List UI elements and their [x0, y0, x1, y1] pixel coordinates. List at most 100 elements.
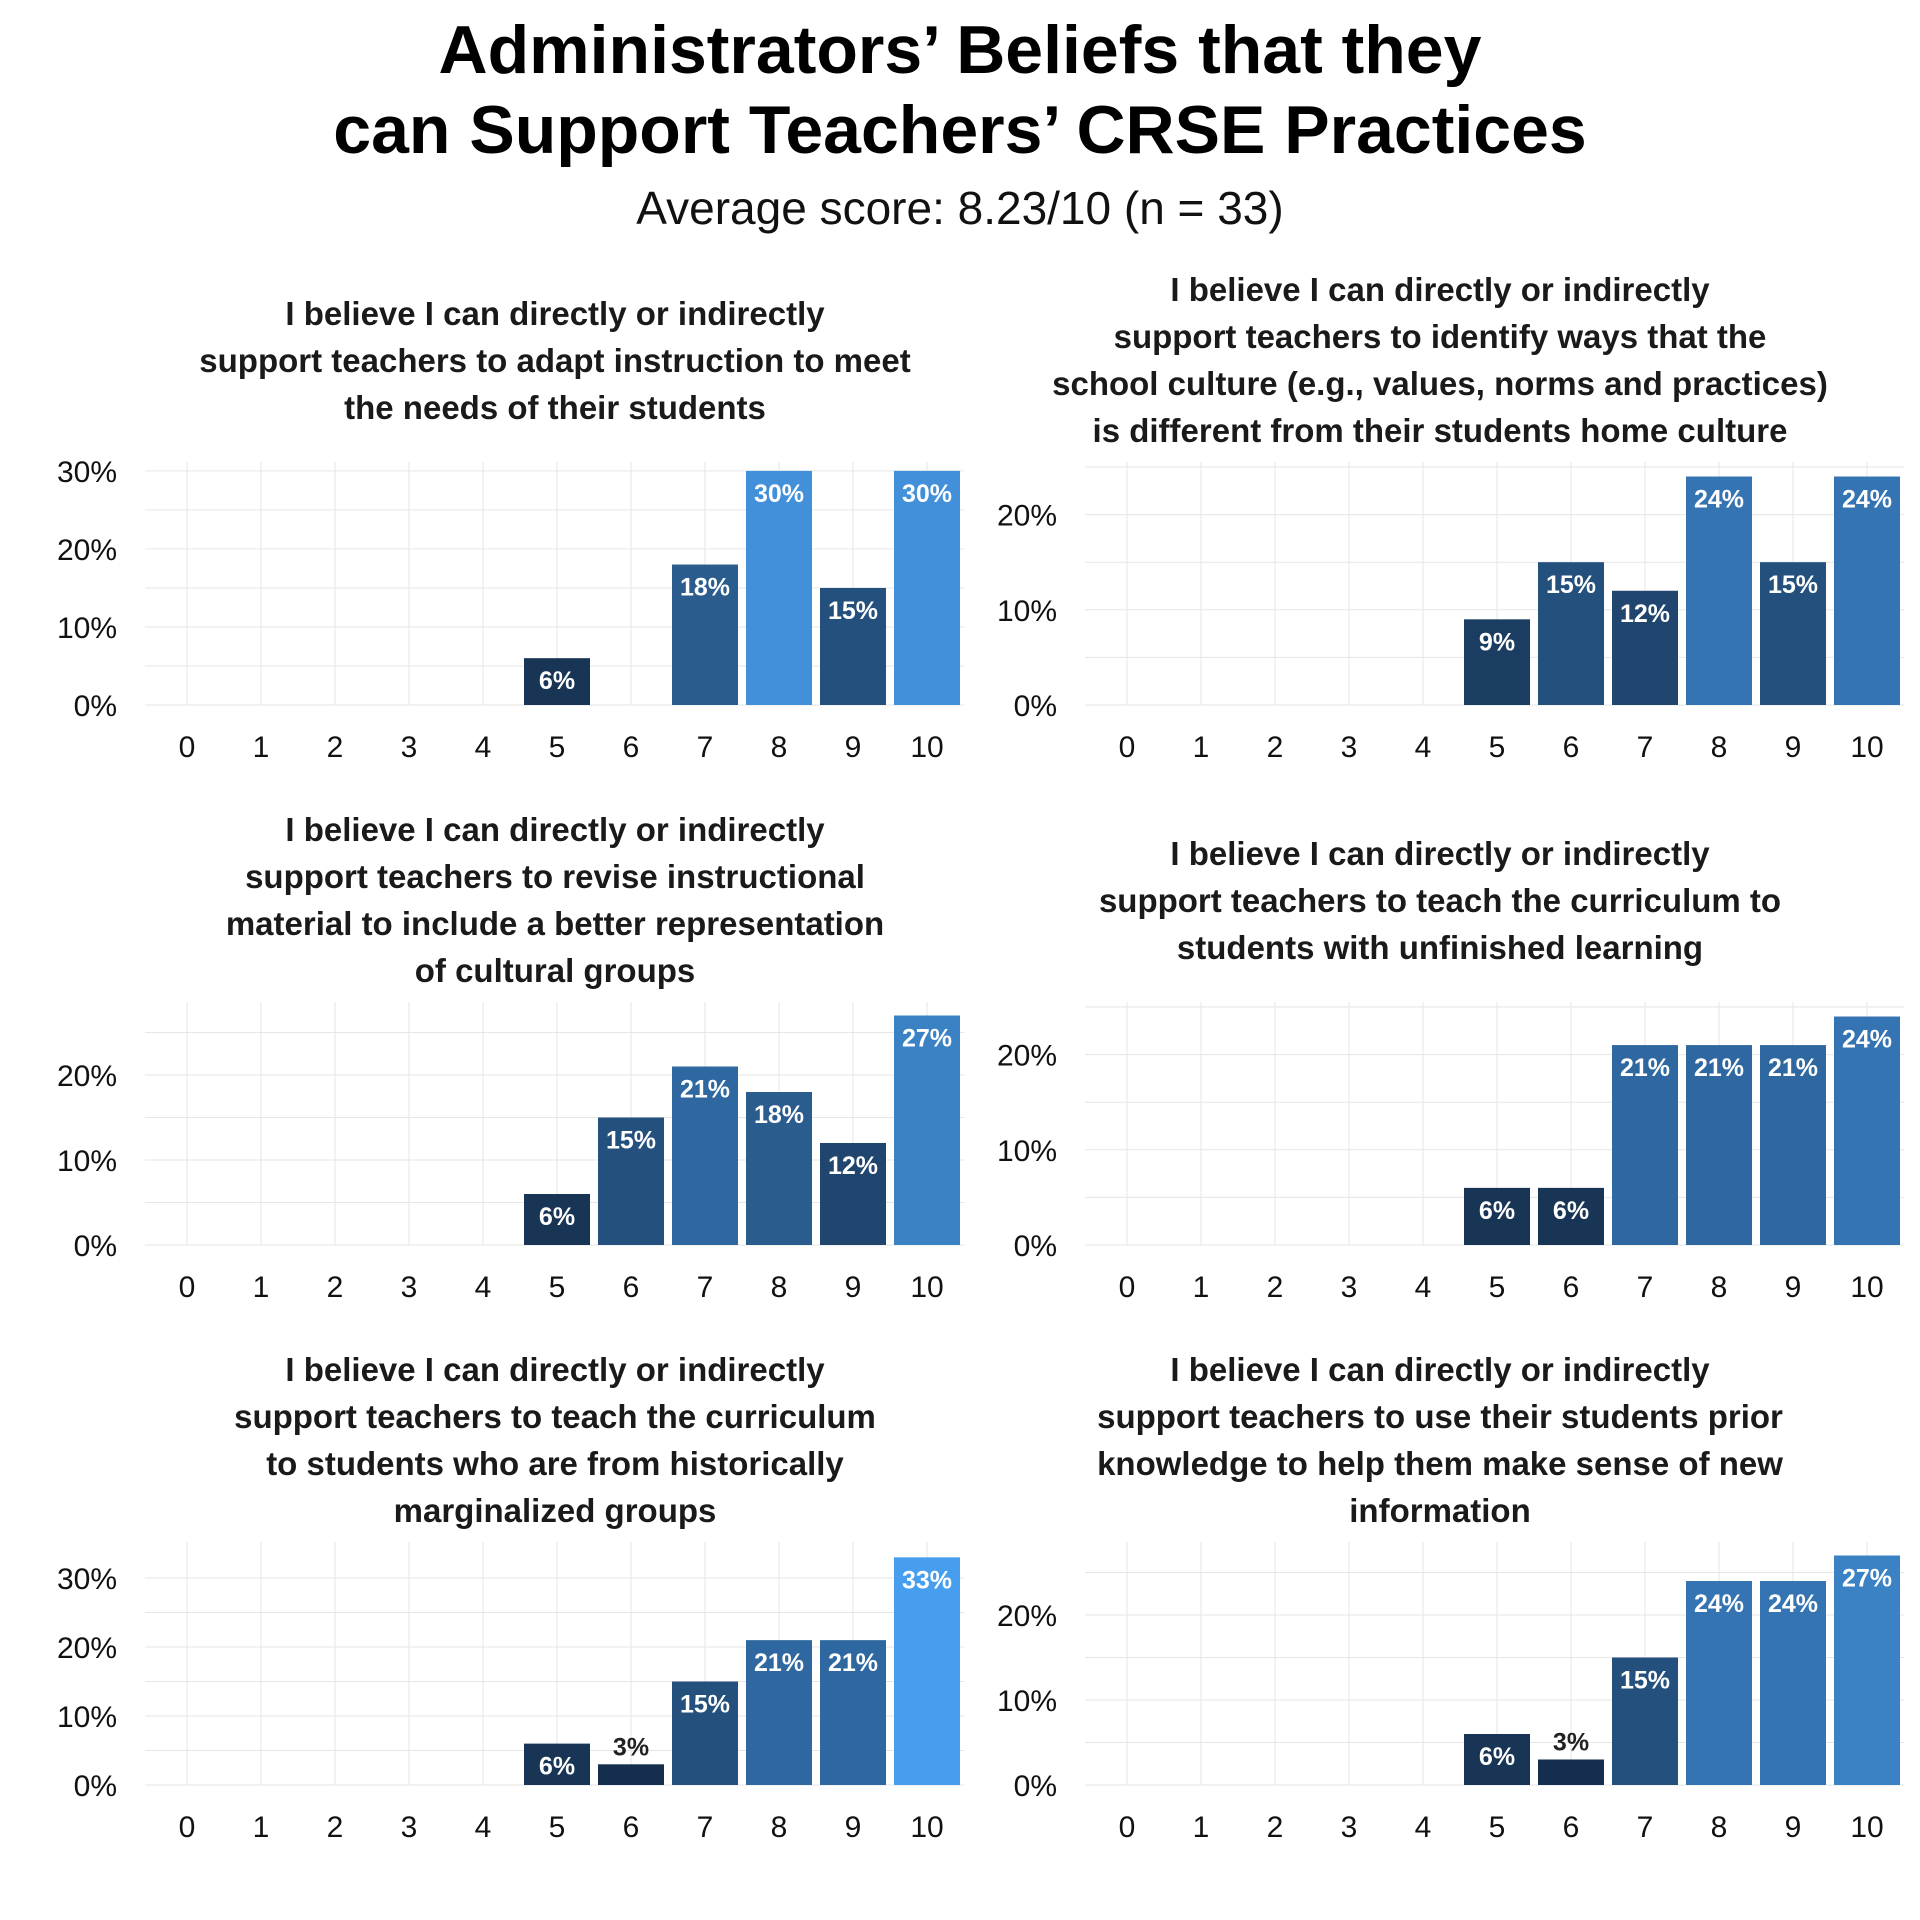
panel-title: I believe I can directly or indirectly su… — [940, 265, 1920, 455]
bar-chart: 0% 10% 20% 30% 0 1 2 3 4 5 6 7 8 9 10 6% 3% 15% 21% 21% 33% — [57, 1542, 964, 1844]
x-tick-label: 4 — [1415, 731, 1432, 764]
bar-9 — [820, 587, 886, 705]
panel-title: I believe I can directly or indirectly su… — [940, 805, 1920, 995]
y-tick-label: 30% — [57, 456, 117, 489]
bar-chart: 0% 10% 20% 0 1 2 3 4 5 6 7 8 9 10 6% 6% 21% 21% 21% 24% — [997, 1002, 1904, 1304]
x-tick-label: 2 — [327, 731, 344, 764]
x-tick-label: 1 — [253, 1271, 270, 1304]
x-tick-label: 6 — [1563, 731, 1580, 764]
panel-title-line: of cultural groups — [414, 952, 696, 989]
x-tick-label: 10 — [1850, 1811, 1883, 1844]
bar-9 — [820, 1640, 886, 1785]
title-line-1: Administrators’ Beliefs that they — [438, 12, 1482, 88]
x-tick-label: 6 — [623, 1271, 640, 1304]
title-line-2: can Support Teachers’ CRSE Practices — [333, 92, 1587, 168]
x-tick-label: 8 — [1711, 1811, 1728, 1844]
bar-8 — [746, 470, 812, 705]
bar-8 — [746, 1092, 812, 1245]
data-label: 21% — [1620, 1054, 1670, 1082]
data-label: 27% — [1842, 1565, 1892, 1593]
x-tick-label: 8 — [771, 1811, 788, 1844]
y-tick-label: 0% — [74, 690, 117, 723]
x-tick-label: 8 — [1711, 731, 1728, 764]
x-tick-label: 5 — [549, 1811, 566, 1844]
panel-title-line: material to include a better representat… — [225, 905, 885, 942]
data-label: 15% — [1620, 1667, 1670, 1695]
x-tick-label: 4 — [475, 1811, 492, 1844]
bar-6 — [1538, 562, 1604, 705]
chart-panel-5: I believe I can directly or indirectly su… — [0, 1345, 964, 1905]
bar-10 — [894, 1015, 960, 1245]
bar-5 — [1464, 619, 1530, 705]
x-tick-label: 5 — [1489, 1811, 1506, 1844]
chart-panel-6: I believe I can directly or indirectly su… — [940, 1345, 1920, 1905]
bar-10 — [1834, 1555, 1900, 1785]
data-label: 6% — [1479, 1197, 1515, 1225]
y-tick-label: 20% — [997, 500, 1057, 533]
data-label: 18% — [754, 1101, 804, 1129]
y-tick-label: 10% — [997, 1135, 1057, 1168]
panel-title: I believe I can directly or indirectly su… — [940, 1345, 1920, 1535]
x-tick-label: 7 — [697, 731, 714, 764]
panel-title-line: support teachers to adapt instruction to… — [199, 341, 911, 379]
x-tick-label: 6 — [623, 731, 640, 764]
x-tick-label: 0 — [179, 731, 196, 764]
x-tick-label: 5 — [549, 731, 566, 764]
x-tick-label: 9 — [845, 1811, 862, 1844]
x-tick-label: 1 — [1193, 1811, 1210, 1844]
chart-panel-4: I believe I can directly or indirectly su… — [940, 805, 1920, 1365]
x-tick-label: 5 — [549, 1271, 566, 1304]
panel-title-line: support teachers to identify ways that t… — [1113, 318, 1767, 355]
y-tick-label: 10% — [57, 1145, 117, 1178]
data-label: 21% — [1768, 1054, 1818, 1082]
y-tick-label: 0% — [1014, 690, 1057, 723]
x-tick-label: 3 — [1341, 1811, 1358, 1844]
bar-7 — [672, 1681, 738, 1785]
x-tick-label: 7 — [1637, 1811, 1654, 1844]
panel-title-line: support teachers to use their students p… — [1097, 1398, 1783, 1435]
panel-title-line: information — [1349, 1492, 1531, 1529]
bar-7 — [672, 564, 738, 705]
panel-title: I believe I can directly or indirectly su… — [0, 805, 1110, 995]
y-tick-label: 0% — [1014, 1230, 1057, 1263]
bar-7 — [672, 1066, 738, 1245]
bar-8 — [746, 1640, 812, 1785]
panel-title-line: support teachers to revise instructional — [245, 858, 865, 895]
panel-title-line: students with unfinished learning — [1176, 928, 1704, 966]
x-tick-label: 7 — [1637, 1271, 1654, 1304]
x-tick-label: 2 — [1267, 1811, 1284, 1844]
x-tick-label: 7 — [697, 1271, 714, 1304]
x-tick-label: 3 — [401, 731, 418, 764]
data-label: 21% — [828, 1649, 878, 1677]
panel-title-line: to students who are from historically — [266, 1445, 844, 1482]
bar-10 — [1834, 1016, 1900, 1245]
bar-chart: 0% 10% 20% 0 1 2 3 4 5 6 7 8 9 10 9% 15% 12% 24% 15% 24% — [997, 462, 1904, 764]
chart-panel-2: I believe I can directly or indirectly su… — [940, 265, 1920, 825]
x-tick-label: 1 — [1193, 731, 1210, 764]
bar-10 — [894, 470, 960, 705]
bar-9 — [820, 1143, 886, 1245]
x-tick-label: 4 — [475, 1271, 492, 1304]
chart-subtitle: Average score: 8.23/10 (n = 33) — [636, 182, 1284, 234]
panel-title-line: I believe I can directly or indirectly — [285, 294, 825, 332]
bar-chart: 0% 10% 20% 0 1 2 3 4 5 6 7 8 9 10 6% 3% 15% 24% 24% 27% — [997, 1542, 1904, 1844]
panel-title-line: support teachers to teach the curriculum… — [1098, 881, 1782, 919]
bar-8 — [1686, 476, 1752, 705]
panel-title-line: is different from their students home cu… — [1092, 412, 1788, 449]
data-label: 24% — [1768, 1590, 1818, 1618]
x-tick-label: 10 — [910, 731, 943, 764]
x-tick-label: 1 — [253, 1811, 270, 1844]
x-tick-label: 10 — [910, 1811, 943, 1844]
data-label: 12% — [828, 1152, 878, 1180]
x-tick-label: 8 — [1711, 1271, 1728, 1304]
data-label: 21% — [754, 1649, 804, 1677]
bar-5 — [1464, 1734, 1530, 1785]
x-tick-label: 0 — [1119, 1271, 1136, 1304]
data-label: 12% — [1620, 600, 1670, 628]
data-label: 24% — [1694, 486, 1744, 514]
panel-title: I believe I can directly or indirectly su… — [0, 265, 1110, 455]
x-tick-label: 8 — [771, 1271, 788, 1304]
data-label: 24% — [1694, 1590, 1744, 1618]
bar-6 — [1538, 1759, 1604, 1785]
x-tick-label: 3 — [1341, 731, 1358, 764]
